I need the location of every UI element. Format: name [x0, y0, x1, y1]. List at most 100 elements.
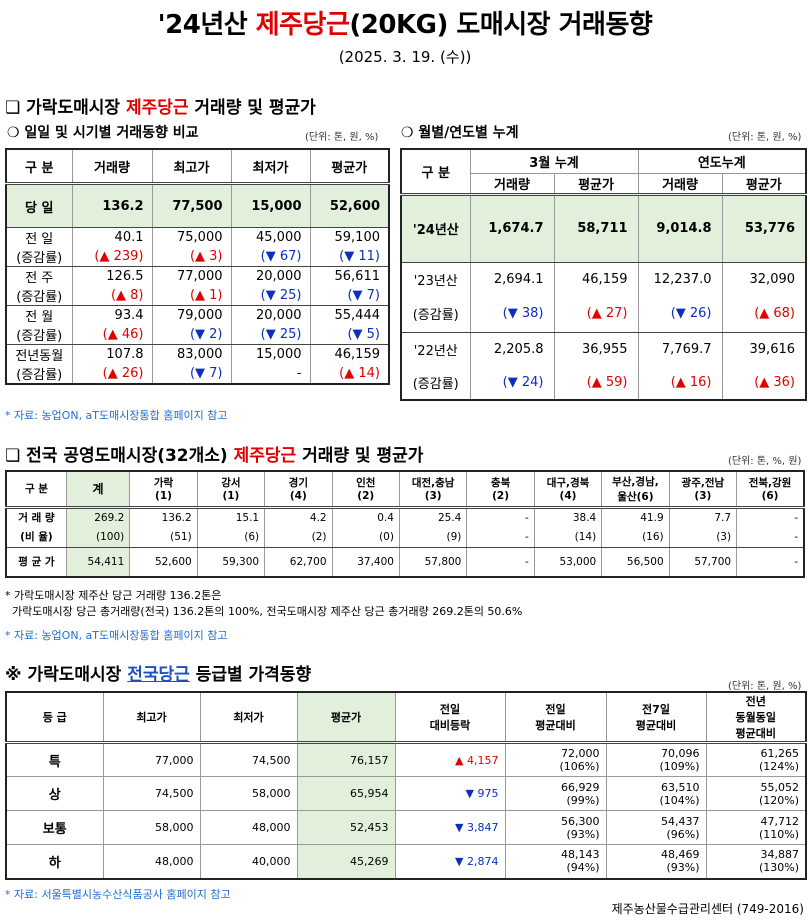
grade-row: 보통 58,000 48,000 52,453 ▼ 3,847 56,300 (9… — [6, 810, 806, 845]
change-value: (▲ 27) — [553, 296, 639, 333]
cell-value: 55,444 — [309, 305, 389, 325]
change-value: (▼ 7) — [151, 364, 231, 384]
national-market-table: 구 분 계 가락 (1) 강서 (1) 경기 (4) 인천 (2) 대전,충남 (3) 충… — [5, 470, 805, 578]
header-line: 대비등락 — [429, 719, 471, 732]
value: 48,469 — [661, 848, 700, 862]
change-value: (▲ 8) — [71, 286, 152, 306]
grade-prev-day: 66,929 (99%) — [504, 776, 606, 811]
cell-value: - — [466, 527, 535, 548]
grade-prev-year: 34,887 (130%) — [705, 844, 806, 879]
national-col-header: 강서 (1) — [196, 471, 265, 509]
grade-prev-year: 47,712 (110%) — [705, 810, 806, 845]
grade-change: ▼ 3,847 — [394, 810, 505, 845]
cell-value: 77,000 — [151, 266, 231, 286]
cell-value: 25.4 — [398, 507, 467, 527]
daily-unit: (단위: 톤, 원, %) — [305, 132, 379, 143]
change-value: (▲ 3) — [151, 247, 231, 267]
cell-value: - — [466, 547, 535, 577]
cell-value: (3) — [668, 527, 737, 548]
grade-header-cell: 최저가 — [199, 692, 297, 744]
title-suffix: (20KG) 도매시장 거래동향 — [349, 10, 653, 40]
ratio: (109%) — [659, 760, 700, 773]
national-col-header: 인천 (2) — [331, 471, 400, 509]
change-value: (▲ 59) — [553, 366, 639, 400]
cumulative-subheader-row: 거래량 평균가 거래량 평균가 — [401, 173, 807, 196]
header-line: 평균가 — [330, 711, 362, 724]
ratio: (94%) — [566, 861, 600, 875]
grade-price-table: 등 급 최고가 최저가 평균가 전일 대비등락 전일 평균대비 전7일 평균대비 전년… — [5, 691, 807, 880]
grade-header-cell: 등 급 — [6, 692, 103, 744]
grade-max: 58,000 — [102, 810, 200, 845]
grade-avg: 76,157 — [296, 742, 395, 777]
grade-header-cell: 최고가 — [102, 692, 200, 744]
cumulative-group-month: 3월 누계 — [469, 149, 639, 174]
cell-value: 83,000 — [151, 344, 231, 364]
footnote-share-line1: * 가락도매시장 제주산 당근 거래량 136.2톤은 — [5, 589, 222, 602]
grade-prev-7: 48,469 (93%) — [605, 844, 706, 879]
grade-label: 상 — [48, 788, 61, 803]
cumulative-subheader: 평균가 — [721, 173, 807, 196]
cell-value: 39,616 — [721, 332, 807, 366]
national-col-header: 부산,경남, 울산(6) — [601, 471, 670, 509]
cumulative-subheader: 평균가 — [553, 173, 639, 196]
grade-max: 48,000 — [102, 844, 200, 879]
national-ratio-row: (비 율) (100) (51) (6) (2) (0) (9) - (14) … — [6, 527, 804, 548]
cumulative-header-label: 구 분 — [401, 149, 470, 196]
grade-prev-7: 70,096 (109%) — [605, 742, 706, 777]
cell-value: 53,000 — [533, 547, 602, 577]
section2-unit: (단위: 톤, %, 원) — [728, 456, 802, 467]
market-count: (1) — [155, 490, 172, 503]
section3-title-suffix: 등급별 가격동향 — [189, 665, 312, 685]
daily-trade-table: 구 분 거래량 최고가 최저가 평균가 당 일 136.2 77,500 15,… — [5, 148, 390, 385]
footer-center: 제주농산물수급관리센터 (749-2016) — [611, 902, 804, 916]
cell-value: 56,500 — [601, 547, 670, 577]
change-value: (▼ 67) — [230, 247, 310, 267]
change-value: (▼ 2) — [151, 325, 231, 345]
grade-header-cell: 전일 평균대비 — [504, 692, 606, 744]
value: 70,096 — [661, 747, 700, 760]
cumulative-change-row-23: (증감률) (▼ 38) (▲ 27) (▼ 26) (▲ 68) — [401, 296, 807, 333]
grade-change: ▲ 4,157 — [394, 742, 505, 777]
today-value: 77,500 — [151, 183, 231, 228]
title-highlight: 제주당근 — [255, 10, 350, 40]
daily-change-row-prev-day: (증감률) (▲ 239) (▲ 3) (▼ 67) (▼ 11) — [6, 247, 389, 267]
grade-header-cell: 전7일 평균대비 — [605, 692, 706, 744]
grade-min: 48,000 — [199, 810, 297, 845]
change-value: - — [230, 364, 310, 384]
change-value: (▼ 25) — [230, 325, 310, 345]
cell-value: 40.1 — [71, 227, 152, 247]
value: 63,510 — [661, 780, 700, 794]
source-note-3: * 자료: 서울특별시농수산식품공사 홈페이지 참고 — [5, 888, 231, 901]
footnote-share-line2: 가락도매시장 당근 총거래량(전국) 136.2톤의 100%, 전국도매시장 … — [12, 605, 523, 618]
today-value: 15,000 — [230, 183, 310, 228]
cumulative-current-row: '24년산 1,674.7 58,711 9,014.8 53,776 — [401, 194, 807, 263]
market-name: 부산,경남, — [612, 475, 659, 488]
market-count: 울산(6) — [617, 490, 654, 503]
grade-header-row: 등 급 최고가 최저가 평균가 전일 대비등락 전일 평균대비 전7일 평균대비 전년… — [6, 692, 806, 744]
national-col-header: 광주,전남 (3) — [668, 471, 737, 509]
cumulative-row-22: '22년산 2,205.8 36,955 7,769.7 39,616 — [401, 332, 807, 366]
section2-marker-icon: ❏ — [5, 446, 21, 466]
value: 56,300 — [561, 814, 600, 828]
ratio: (130%) — [758, 861, 799, 875]
cell-value: 269.2 — [65, 507, 130, 527]
value: 61,265 — [760, 747, 800, 760]
cumulative-header-row: 구 분 3월 누계 연도누계 — [401, 149, 807, 196]
national-header-label: 구 분 — [6, 471, 67, 509]
cell-value: (6) — [196, 527, 265, 548]
grade-avg: 65,954 — [296, 776, 395, 811]
section1-title-highlight: 제주당근 — [125, 98, 189, 118]
daily-today-row: 당 일 136.2 77,500 15,000 52,600 — [6, 183, 389, 228]
cell-value: 2,694.1 — [469, 262, 554, 296]
ratio: (96%) — [666, 827, 700, 841]
cumulative-table: 구 분 3월 누계 연도누계 거래량 평균가 거래량 평균가 '24년산 1,6… — [400, 148, 808, 401]
daily-row-prev-week: 전 주 126.5 77,000 20,000 56,611 — [6, 266, 389, 286]
cumulative-group-year: 연도누계 — [637, 149, 807, 174]
section3-title-prefix: 가락도매시장 — [27, 665, 128, 685]
row-label: 전년동월 — [15, 349, 64, 364]
row-label: 전 월 — [25, 310, 54, 325]
grade-prev-year: 55,052 (120%) — [705, 776, 806, 811]
section1-title-prefix: 가락도매시장 — [26, 98, 126, 118]
ratio: (110%) — [758, 827, 799, 841]
header-line: 평균대비 — [635, 719, 677, 732]
